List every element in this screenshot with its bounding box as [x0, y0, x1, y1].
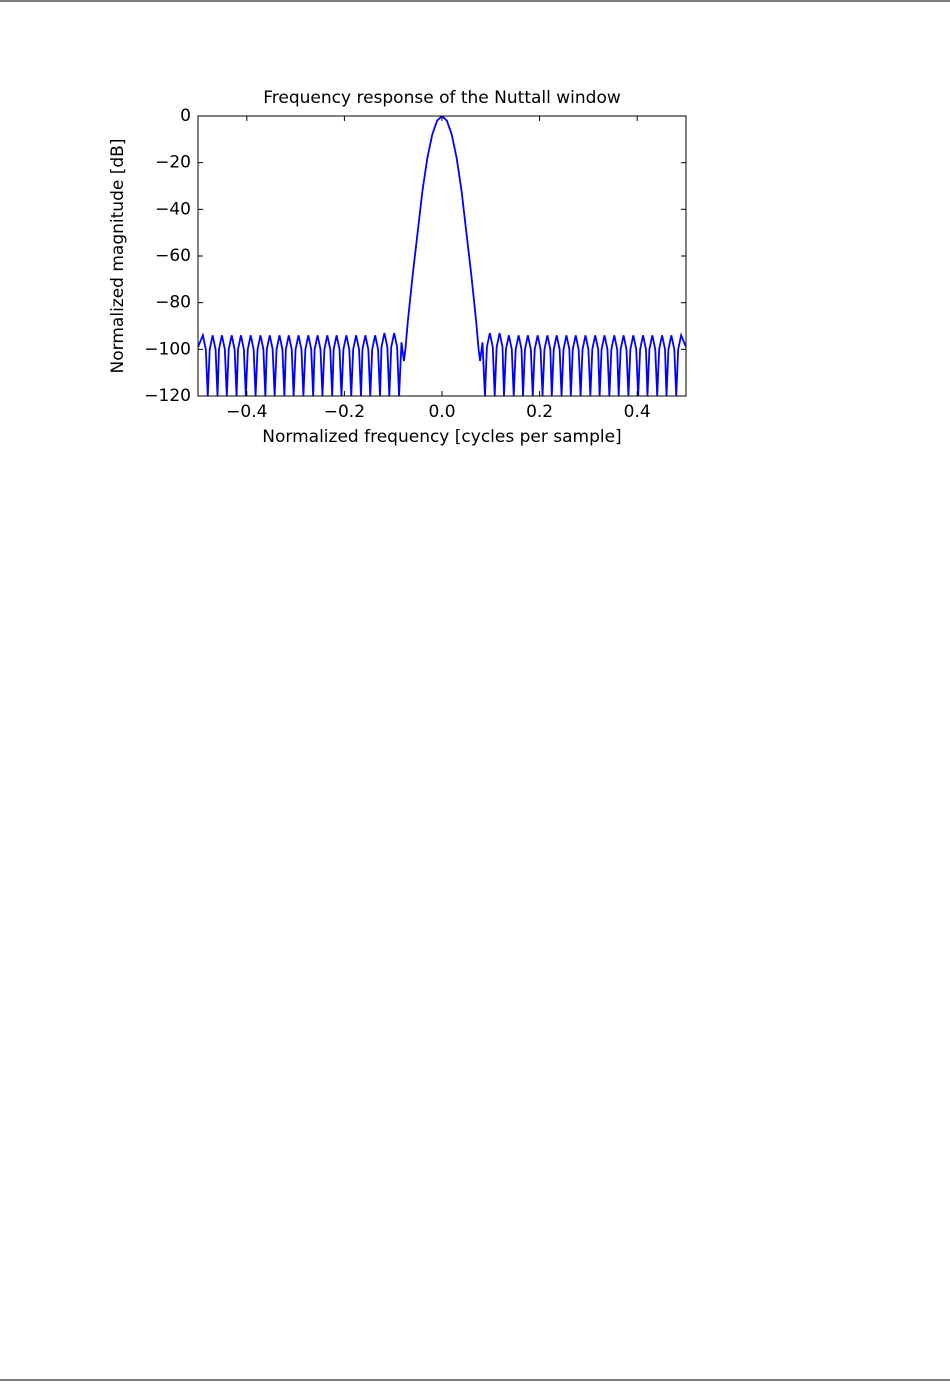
- x-tick-label: 0.4: [624, 402, 651, 422]
- y-tick-label: −60: [155, 246, 191, 266]
- y-tick-label: −80: [155, 293, 191, 313]
- y-tick-label: −100: [144, 339, 191, 359]
- y-tick-label: −40: [155, 199, 191, 219]
- y-tick-label: −120: [144, 386, 191, 406]
- chart-title: Frequency response of the Nuttall window: [263, 88, 621, 108]
- x-tick-label: −0.4: [226, 402, 267, 422]
- chart: Frequency response of the Nuttall window…: [108, 88, 687, 447]
- x-tick-label: −0.2: [324, 402, 365, 422]
- x-axis-label: Normalized frequency [cycles per sample]: [262, 427, 621, 447]
- y-axis-label: Normalized magnitude [dB]: [108, 139, 128, 374]
- plot-frame: [197, 115, 687, 397]
- x-tick-label: 0.0: [428, 402, 455, 422]
- x-tick-label: 0.2: [526, 402, 553, 422]
- data-line: [198, 116, 686, 396]
- y-tick-label: −20: [155, 153, 191, 173]
- y-tick-label: 0: [180, 106, 191, 126]
